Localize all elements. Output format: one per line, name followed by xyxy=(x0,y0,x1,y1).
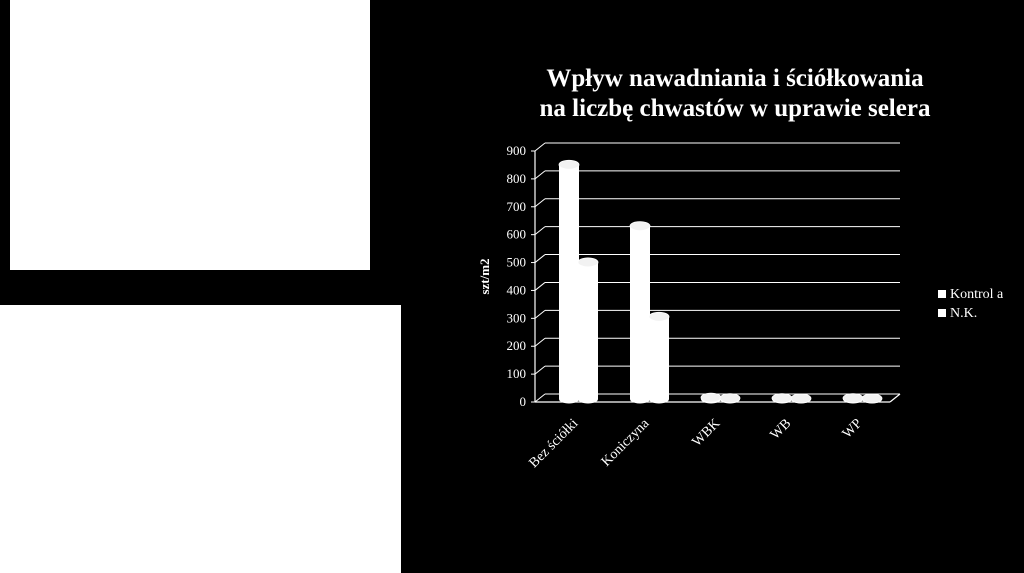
y-tick-label-1: 100 xyxy=(507,366,527,381)
legend-swatch-series-2 xyxy=(938,309,946,317)
gridlines xyxy=(534,142,900,403)
y-tick-label-9: 900 xyxy=(507,143,527,158)
bar-2-series-1-top xyxy=(719,393,741,404)
legend-swatch-series-1 xyxy=(938,290,946,298)
chart-title-line-2: na liczbę chwastów w uprawie selera xyxy=(539,95,931,122)
gridline-depth-3 xyxy=(534,309,546,319)
y-tick-label-0: 0 xyxy=(520,394,527,409)
bar-0-series-1 xyxy=(577,257,599,404)
bars xyxy=(558,159,883,404)
y-tick-label-2: 200 xyxy=(507,338,527,353)
legend-label-series-1: Kontrol a xyxy=(950,287,1004,302)
y-axis-label: szt/m2 xyxy=(477,258,492,294)
x-tick-label-3: WB xyxy=(768,416,795,443)
bar-4-series-0 xyxy=(842,393,864,404)
bar-1-series-0-top xyxy=(629,221,651,231)
y-tick-label-3: 300 xyxy=(507,310,527,325)
y-tick-label-8: 800 xyxy=(507,171,527,186)
bar-0-series-1-body xyxy=(578,262,598,404)
bar-2-series-1 xyxy=(719,393,741,404)
gridline-depth-0 xyxy=(534,393,546,403)
gridline-depth-8 xyxy=(534,170,546,180)
bar-1-series-1-top xyxy=(648,311,670,322)
y-tick-label-6: 600 xyxy=(507,227,527,242)
bar-2-series-0 xyxy=(700,392,722,404)
bar-0-series-0 xyxy=(558,159,580,404)
legend-item-series-1: Kontrol a xyxy=(938,285,1024,304)
bar-2-series-0-top xyxy=(700,392,722,403)
gridline-depth-7 xyxy=(534,198,546,208)
bar-0-series-0-body xyxy=(559,164,579,404)
gridline-depth-5 xyxy=(534,254,546,263)
y-tick-label-5: 500 xyxy=(507,255,527,270)
bar-0-series-0-top xyxy=(558,159,580,170)
legend: Kontrol a N.K. xyxy=(938,285,1024,323)
bar-1-series-1-body xyxy=(649,316,669,404)
bar-1-series-1 xyxy=(648,311,670,404)
x-tick-label-2: WBK xyxy=(690,416,724,450)
gridline-depth-2 xyxy=(534,337,546,347)
y-tick-label-7: 700 xyxy=(507,199,527,214)
bar-4-series-1 xyxy=(861,393,883,404)
x-tick-label-4: WP xyxy=(840,416,866,442)
bar-4-series-0-top xyxy=(842,393,864,404)
bar-4-series-1-top xyxy=(861,393,883,404)
floor-edge xyxy=(889,393,901,403)
bar-3-series-0 xyxy=(771,393,793,404)
bar-1-series-0-body xyxy=(630,226,650,404)
legend-label-series-2: N.K. xyxy=(950,306,978,321)
chart-title-line-1: Wpływ nawadniania i ściółkowania xyxy=(546,65,924,92)
bar-3-series-1 xyxy=(790,393,812,404)
bar-1-series-0 xyxy=(629,221,651,404)
gridline-depth-1 xyxy=(534,365,546,375)
gridline-depth-9 xyxy=(534,142,546,152)
bar-3-series-0-top xyxy=(771,393,793,404)
chart-title: Wpływ nawadniania i ściółkowania na licz… xyxy=(470,64,1000,124)
gridline-depth-4 xyxy=(534,282,546,291)
y-tick-label-4: 400 xyxy=(507,282,527,297)
white-panel-bottom xyxy=(0,305,401,573)
legend-item-series-2: N.K. xyxy=(938,304,1024,323)
x-tick-label-0: Bez ściółki xyxy=(526,416,581,471)
white-panel-top xyxy=(10,0,370,270)
gridline-depth-6 xyxy=(534,226,546,236)
bar-3-series-1-top xyxy=(790,393,812,404)
x-tick-label-1: Koniczyna xyxy=(599,416,653,470)
bar-0-series-1-top xyxy=(577,257,599,268)
